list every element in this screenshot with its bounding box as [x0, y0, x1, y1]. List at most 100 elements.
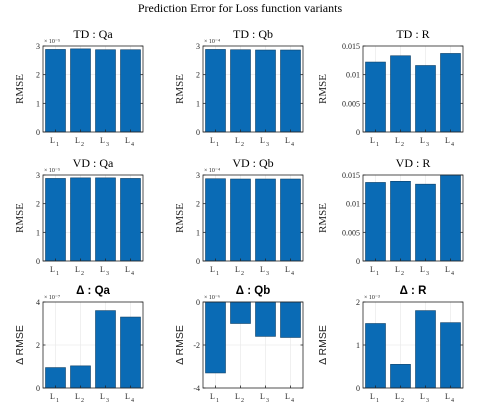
- y-axis-label: RMSE: [317, 74, 329, 104]
- y-tick-label: 0.015: [342, 42, 360, 51]
- axes-box: [362, 45, 464, 133]
- y-tick-label: 1: [196, 228, 200, 237]
- y-exponent-label: × 10⁻⁴: [204, 39, 220, 45]
- subplot-4: 0 1 2 3 L1 L2 L3 L4 × 10⁻⁵ RMSE VD : Qa: [14, 156, 144, 277]
- x-tick-label: L2: [395, 392, 404, 404]
- x-tick-label: L4: [445, 392, 454, 404]
- x-tick-label: L2: [235, 136, 244, 148]
- subplot-title: TD : Qb: [233, 27, 273, 41]
- axes-box: [42, 45, 144, 133]
- bar-L3: [95, 177, 116, 262]
- x-tick-label: L4: [125, 136, 134, 148]
- figure-title: Prediction Error for Loss function varia…: [138, 1, 343, 15]
- y-exponent-label: × 10⁻⁶: [204, 295, 220, 301]
- subplot-title: VD : Qb: [232, 156, 273, 170]
- y-exponent-label: × 10⁻⁵: [44, 168, 60, 174]
- y-tick-label: 2: [196, 71, 200, 80]
- y-exponent-label: × 10⁻⁷: [44, 295, 60, 301]
- subplot-2: 0 1 2 3 L1 L2 L3 L4 × 10⁻⁴ RMSE TD : Qb: [174, 27, 304, 148]
- bar-L4: [440, 322, 461, 389]
- y-tick-label: 0: [36, 128, 40, 137]
- bar-L3: [255, 49, 276, 133]
- bar-L2: [70, 177, 91, 262]
- subplot-title: Δ : Qa: [76, 285, 110, 297]
- x-tick-label: L3: [260, 265, 269, 277]
- y-tick-label: 2: [196, 200, 200, 209]
- y-tick-label: 2: [36, 200, 40, 209]
- x-tick-label: L2: [75, 136, 84, 148]
- bar-L4: [120, 49, 141, 133]
- bar-L2: [230, 49, 251, 133]
- bar-L1: [205, 301, 226, 374]
- x-tick-label: L1: [210, 265, 219, 277]
- subplot-7: 0 2 4 L1 L2 L3 L4 × 10⁻⁷ Δ RMSE Δ : Qa: [14, 285, 144, 404]
- y-exponent-label: × 10⁻³: [364, 295, 380, 301]
- bar-L2: [70, 48, 91, 133]
- subplot-title: TD : Qa: [73, 27, 113, 41]
- bar-L2: [390, 181, 411, 262]
- axes-box: [362, 174, 464, 262]
- bar-L3: [95, 310, 116, 389]
- axes-box: [202, 45, 304, 133]
- x-tick-label: L4: [285, 136, 294, 148]
- bar-L3: [415, 183, 436, 262]
- y-tick-label: 2: [356, 298, 360, 307]
- y-tick-label: 0: [196, 257, 200, 266]
- x-tick-label: L3: [100, 392, 109, 404]
- x-tick-label: L2: [75, 265, 84, 277]
- bar-L4: [120, 316, 141, 389]
- y-tick-label: 0.01: [346, 200, 360, 209]
- bar-L3: [255, 301, 276, 337]
- x-tick-label: L3: [260, 136, 269, 148]
- bar-L4: [280, 49, 301, 133]
- y-tick-label: 3: [36, 42, 40, 51]
- subplot-9: 0 1 2 L1 L2 L3 L4 × 10⁻³ Δ RMSE Δ : R: [317, 285, 464, 404]
- y-tick-label: 0: [356, 128, 360, 137]
- y-tick-label: 2: [36, 71, 40, 80]
- x-tick-label: L1: [210, 392, 219, 404]
- x-tick-label: L4: [445, 136, 454, 148]
- subplot-3: 0 0.005 0.01 0.015 L1 L2 L3 L4 RMSE TD : R: [317, 27, 464, 148]
- y-tick-label: 1: [36, 228, 40, 237]
- x-tick-label: L3: [100, 136, 109, 148]
- subplot-1: 0 1 2 3 L1 L2 L3 L4 × 10⁻⁵ RMSE TD : Qa: [14, 27, 144, 148]
- axes-box: [202, 174, 304, 262]
- y-tick-label: 0: [36, 257, 40, 266]
- bar-L1: [45, 49, 66, 133]
- bar-L2: [390, 55, 411, 133]
- bar-L1: [365, 61, 386, 133]
- y-tick-label: 2: [36, 341, 40, 350]
- bar-L4: [440, 53, 461, 133]
- y-tick-label: 1: [356, 341, 360, 350]
- y-axis-label: Δ RMSE: [317, 325, 329, 365]
- y-tick-label: -2: [193, 341, 200, 350]
- bar-L3: [95, 49, 116, 133]
- x-tick-label: L3: [100, 265, 109, 277]
- y-tick-label: 0: [356, 384, 360, 393]
- bar-L1: [205, 178, 226, 262]
- y-tick-label: 0: [36, 384, 40, 393]
- x-tick-label: L1: [50, 392, 59, 404]
- y-tick-label: 0.005: [342, 228, 360, 237]
- x-tick-label: L1: [370, 392, 379, 404]
- bar-L1: [205, 49, 226, 133]
- subplot-title: Δ : Qb: [236, 285, 270, 297]
- x-tick-label: L2: [235, 265, 244, 277]
- y-axis-label: RMSE: [317, 203, 329, 233]
- y-tick-label: 1: [196, 99, 200, 108]
- bar-L2: [70, 365, 91, 389]
- x-tick-label: L4: [125, 265, 134, 277]
- y-axis-label: RMSE: [14, 74, 26, 104]
- y-tick-label: 3: [196, 171, 200, 180]
- subplot-title: Δ : R: [400, 285, 427, 297]
- y-tick-label: 4: [36, 298, 40, 307]
- y-tick-label: 3: [196, 42, 200, 51]
- y-tick-label: 0: [196, 298, 200, 307]
- bar-L4: [280, 178, 301, 262]
- axes-box: [42, 174, 144, 262]
- x-tick-label: L2: [235, 392, 244, 404]
- y-tick-label: 0.015: [342, 171, 360, 180]
- y-tick-label: 3: [36, 171, 40, 180]
- x-tick-label: L3: [420, 136, 429, 148]
